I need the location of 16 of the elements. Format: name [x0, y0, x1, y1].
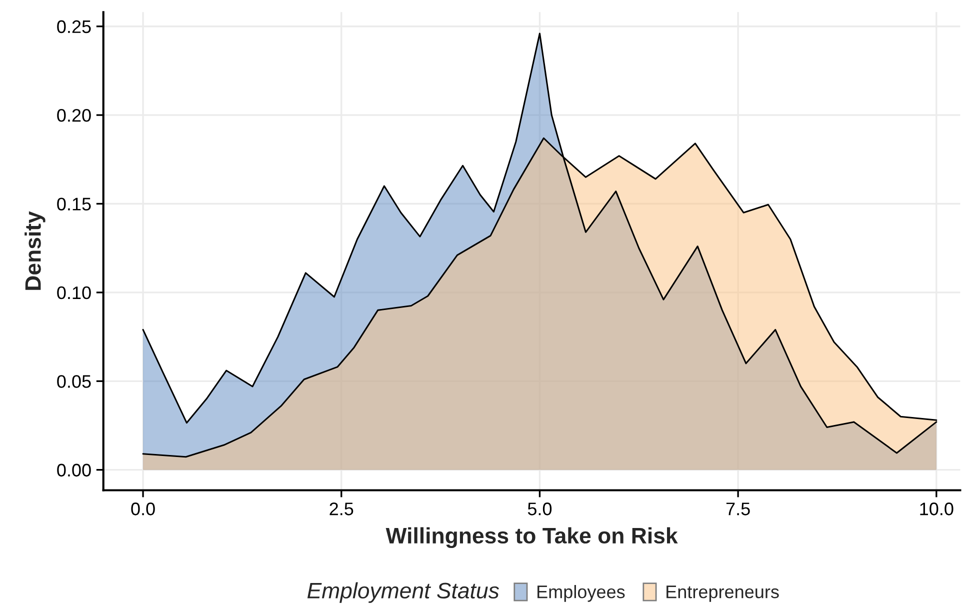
y-tick-label: 0.00 [57, 464, 91, 477]
x-tick-label: 5.0 [528, 502, 552, 516]
y-axis-title: Density [24, 211, 46, 290]
x-tick-label: 2.5 [330, 502, 354, 516]
y-tick-label: 0.20 [57, 109, 91, 122]
legend-label: Employees [538, 585, 625, 602]
x-axis-title: Willingness to Take on Risk [386, 527, 678, 548]
y-tick-label: 0.05 [57, 375, 91, 388]
x-tick-label: 0.0 [131, 502, 155, 516]
y-tick-label: 0.15 [57, 198, 91, 210]
y-tick-label: 0.10 [57, 286, 91, 300]
x-tick-label: 10.0 [920, 502, 954, 516]
legend-title: Employment Status [307, 582, 499, 603]
legend-label: Entrepreneurs [666, 586, 779, 602]
y-tick-label: 0.25 [57, 20, 91, 34]
x-tick-label: 7.5 [726, 502, 750, 516]
